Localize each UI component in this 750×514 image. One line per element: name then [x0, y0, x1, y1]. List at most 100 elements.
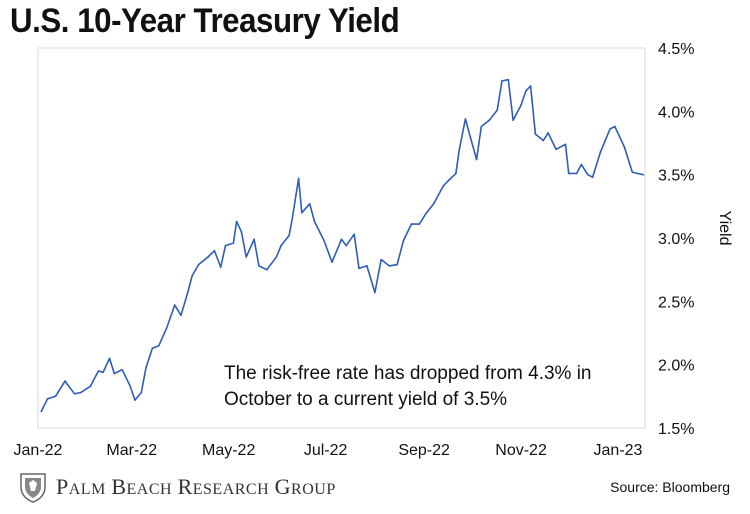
data-point: [180, 314, 182, 317]
data-point: [40, 410, 42, 413]
data-point: [525, 90, 527, 92]
data-point: [297, 177, 300, 180]
data-point: [266, 268, 268, 271]
data-point: [73, 393, 76, 395]
data-point: [134, 399, 136, 401]
data-point: [388, 265, 391, 267]
data-point: [507, 78, 510, 81]
data-point: [129, 385, 131, 388]
data-point: [442, 185, 445, 187]
brand-logo: PALM BEACH RESEARCH GROUP: [18, 470, 336, 504]
data-point: [113, 372, 116, 375]
source-note: Source: Bloomberg: [610, 479, 730, 495]
data-point: [197, 263, 200, 266]
data-point: [165, 327, 168, 329]
data-point: [64, 380, 66, 382]
data-point: [308, 203, 311, 205]
x-tick-label: Mar-22: [106, 442, 157, 459]
x-axis: Jan-22 Mar-22 May-22 Jul-22 Sep-22 Nov-22 Jan-…: [14, 442, 643, 459]
y-tick-label: 1.5%: [658, 421, 694, 438]
data-point: [512, 119, 514, 121]
data-point: [366, 265, 368, 267]
data-point: [207, 256, 209, 258]
data-point: [291, 218, 294, 220]
data-point: [151, 347, 154, 350]
data-point: [191, 275, 193, 277]
data-point: [447, 180, 449, 182]
data-point: [464, 118, 467, 120]
data-point: [213, 249, 216, 252]
data-point: [380, 258, 383, 261]
data-point: [345, 244, 348, 247]
y-tick-label: 3.0%: [658, 231, 694, 248]
data-point: [240, 230, 243, 233]
x-tick-label: Jan-22: [14, 442, 63, 459]
series-line: [40, 78, 644, 412]
crest-icon: [20, 473, 46, 503]
data-point: [396, 263, 398, 266]
data-point: [475, 158, 478, 161]
data-point: [235, 220, 238, 223]
data-point: [410, 223, 413, 225]
x-tick-label: Sep-22: [398, 442, 450, 459]
data-point: [520, 104, 522, 106]
data-point: [567, 172, 570, 175]
data-point: [80, 391, 82, 394]
x-tick-label: Jan-23: [594, 442, 643, 459]
data-point: [501, 80, 503, 82]
series-layer: [40, 78, 645, 413]
data-point: [280, 244, 282, 247]
data-point: [323, 239, 325, 242]
data-point: [353, 233, 356, 235]
y-tick-label: 2.5%: [658, 294, 694, 311]
data-point: [258, 265, 260, 267]
plot-frame: [37, 47, 646, 429]
data-point: [631, 171, 634, 173]
data-point: [480, 125, 483, 128]
data-point: [418, 223, 421, 225]
data-point: [496, 109, 499, 111]
data-point: [529, 85, 532, 87]
data-point: [301, 211, 303, 214]
data-point: [331, 261, 333, 263]
y-tick-label: 4.0%: [658, 104, 694, 121]
data-point: [158, 344, 160, 347]
data-point: [140, 391, 143, 394]
data-point: [580, 163, 583, 166]
annotation-line-1: The risk-free rate has dropped from 4.3%…: [224, 363, 592, 384]
data-point: [564, 143, 567, 146]
data-point: [575, 172, 578, 175]
data-point: [358, 267, 360, 270]
x-tick-label: Jul-22: [304, 442, 348, 459]
data-point: [458, 149, 460, 152]
data-point: [402, 239, 405, 242]
data-point: [224, 244, 227, 247]
data-point: [623, 146, 626, 148]
data-point: [275, 256, 278, 258]
data-point: [547, 132, 549, 134]
data-point: [374, 291, 376, 294]
data-point: [614, 125, 616, 128]
data-point: [609, 128, 611, 130]
data-point: [102, 371, 104, 374]
data-point: [636, 172, 638, 175]
data-point: [186, 292, 189, 295]
chart-title: U.S. 10-Year Treasury Yield: [10, 2, 400, 40]
data-point: [46, 398, 49, 400]
data-point: [340, 238, 343, 241]
data-point: [253, 238, 255, 241]
y-axis-label: Yield: [716, 211, 733, 246]
y-tick-label: 2.0%: [658, 358, 694, 375]
data-point: [587, 173, 589, 176]
data-point: [432, 203, 435, 205]
data-point: [245, 256, 247, 258]
y-axis: 1.5% 2.0% 2.5% 3.0% 3.5% 4.0% 4.5%: [658, 41, 694, 438]
y-tick-label: 4.5%: [658, 41, 694, 58]
data-point: [145, 366, 147, 369]
data-point: [455, 172, 457, 175]
data-point: [121, 368, 123, 371]
data-point: [642, 173, 645, 176]
data-point: [219, 266, 222, 268]
data-point: [89, 385, 92, 388]
